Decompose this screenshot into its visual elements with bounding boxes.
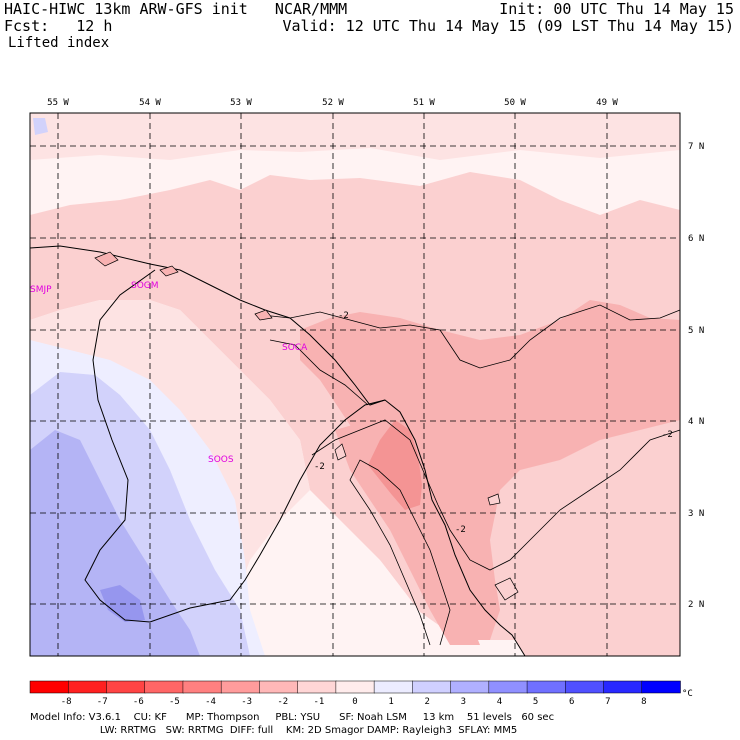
lat-label-2n: 2 N	[688, 600, 704, 610]
colorbar-swatch	[220, 680, 261, 694]
colorbar-tick-label: -2	[277, 697, 288, 707]
colorbar-tick-label: 5	[533, 697, 538, 707]
model-title: HAIC-HIWC 13km ARW-GFS init NCAR/MMM	[4, 0, 348, 18]
contour-blob-5	[334, 443, 347, 461]
contour-blob-3	[254, 309, 273, 321]
colorbar-tick-label: 0	[352, 697, 357, 707]
border-line	[84, 269, 386, 623]
colorbar-swatch	[182, 680, 222, 694]
contour-label-1: -2	[338, 311, 349, 321]
colorbar-swatch	[641, 680, 681, 694]
lat-label-6n: 6 N	[688, 234, 704, 244]
contour-minus2-a	[261, 304, 681, 369]
colorbar-tick-label: -3	[241, 697, 252, 707]
colorbar-swatch	[412, 680, 452, 694]
colorbar-tick-label: 1	[388, 697, 393, 707]
colorbar: -8 -7 -6 -5 -4 -3 -2 -1 0 1 2 3 4 5 6 7 8 °C	[29, 680, 693, 707]
colorbar-tick-label: -4	[205, 697, 216, 707]
lon-label-51w: 51 W	[413, 98, 435, 108]
shade-medium-pink-east	[300, 300, 680, 640]
colorbar-tick-label: -6	[133, 697, 144, 707]
valid-time: Valid: 12 UTC Thu 14 May 15 (09 LST Thu …	[282, 17, 734, 35]
graticule	[30, 113, 680, 656]
lon-label-53w: 53 W	[230, 98, 252, 108]
colorbar-swatch	[565, 680, 605, 694]
colorbar-swatch	[450, 680, 490, 694]
lon-label-50w: 50 W	[504, 98, 526, 108]
station-soos: SOOS	[208, 455, 234, 465]
lat-label-3n: 3 N	[688, 509, 704, 519]
coastline	[29, 245, 526, 657]
colorbar-swatch	[373, 680, 414, 694]
contour-blob-4	[494, 577, 519, 601]
contour-blob-1	[94, 251, 119, 267]
colorbar-tick-label: 4	[497, 697, 502, 707]
colorbar-tick-label: 2	[425, 697, 430, 707]
contour-label-2: -2	[314, 462, 325, 472]
field-name: Lifted index	[8, 35, 110, 51]
colorbar-unit: °C	[682, 689, 693, 699]
lat-label-5n: 5 N	[688, 326, 704, 336]
shade-dark-pink-core	[368, 420, 422, 510]
contour-blob-2	[159, 265, 179, 277]
colorbar-swatch	[259, 680, 299, 694]
footer-line-1: Model Info: V3.6.1 CU: KF MP: Thompson P…	[30, 712, 555, 723]
lon-label-49w: 49 W	[596, 98, 618, 108]
footer-line-2: LW: RRTMG SW: RRTMG DIFF: full KM: 2D Sm…	[30, 725, 518, 736]
colorbar-swatch	[106, 680, 146, 694]
contour-label-4: -2	[662, 430, 673, 440]
colorbar-swatch	[526, 680, 567, 694]
shade-medium-blue	[30, 430, 200, 656]
colorbar-tick-label: 8	[641, 697, 646, 707]
init-time: Init: 00 UTC Thu 14 May 15	[499, 0, 734, 18]
colorbar-tick-label: -7	[97, 697, 108, 707]
shade-light-pink-north	[30, 113, 680, 160]
station-soca: SOCA	[282, 343, 308, 353]
contour-label-3: -2	[455, 525, 466, 535]
colorbar-tick-label: 3	[461, 697, 466, 707]
lon-label-52w: 52 W	[322, 98, 344, 108]
colorbar-swatch	[335, 680, 375, 694]
shade-dark-blue	[100, 585, 145, 622]
lon-label-55w: 55 W	[47, 98, 69, 108]
station-smjp: SMJP	[30, 285, 52, 295]
colorbar-tick-label: 6	[569, 697, 574, 707]
contour-minus2-b	[311, 419, 681, 571]
colorbar-swatch	[144, 680, 184, 694]
colorbar-swatch	[603, 680, 643, 694]
contour-minus2-c	[269, 339, 369, 406]
colorbar-tick-label: -5	[169, 697, 180, 707]
contour-minus2-d	[349, 459, 451, 646]
shade-light-blue-ne	[33, 118, 48, 135]
colorbar-swatch	[488, 680, 528, 694]
colorbar-tick-label: 7	[605, 697, 610, 707]
contour-blob-6	[487, 493, 501, 506]
station-sogm: SOGM	[131, 281, 159, 291]
colorbar-swatch	[29, 680, 69, 694]
lon-label-54w: 54 W	[139, 98, 161, 108]
lat-label-7n: 7 N	[688, 142, 704, 152]
forecast-hour: Fcst: 12 h	[4, 17, 113, 35]
colorbar-swatch	[297, 680, 337, 694]
lat-label-4n: 4 N	[688, 417, 704, 427]
map-frame	[29, 112, 681, 657]
colorbar-tick-label: -8	[61, 697, 72, 707]
colorbar-swatch	[67, 680, 108, 694]
colorbar-tick-label: -1	[313, 697, 324, 707]
